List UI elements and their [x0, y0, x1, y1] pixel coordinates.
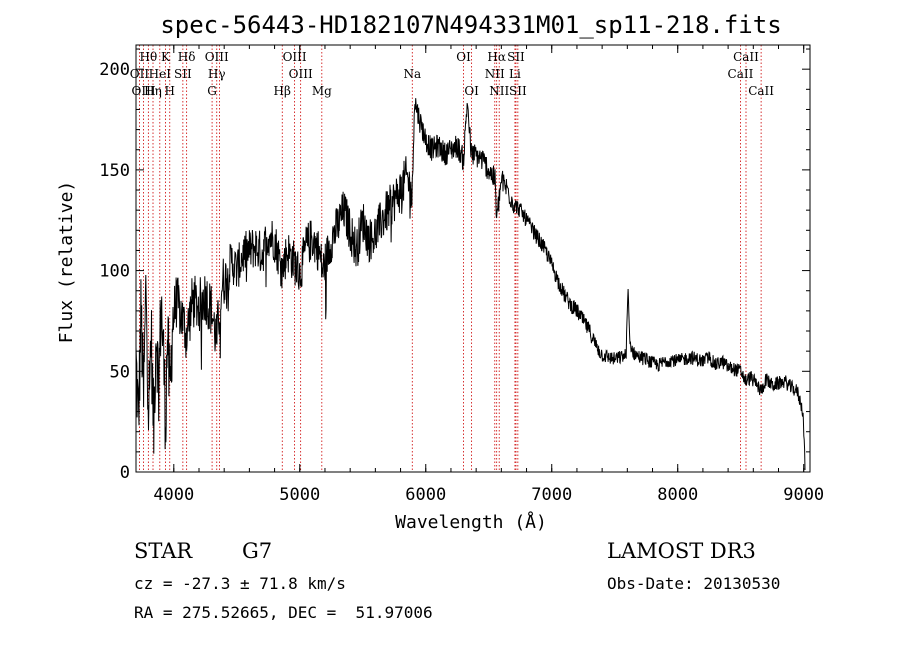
flux-series-line: [135, 98, 806, 471]
x-axis-label: Wavelength (Å): [395, 511, 547, 533]
line-label-H-delta: Hδ: [178, 50, 196, 64]
line-label-G: G: [207, 84, 217, 98]
y-tick-label: 0: [120, 463, 130, 483]
line-label-K: K: [161, 50, 171, 64]
survey-name: LAMOST DR3: [607, 539, 756, 563]
plot-frame: [135, 44, 811, 473]
sky-coordinates: RA = 275.52665, DEC = 51.97006: [134, 603, 433, 622]
line-label-OII: OII: [130, 67, 150, 81]
line-label-SII-6716: SII: [507, 50, 525, 64]
y-axis-ticks: 0 50 100 150 200: [99, 48, 810, 483]
redshift-velocity: cz = -27.3 ± 71.8 km/s: [134, 574, 346, 593]
line-label-CaII-8498: CaII: [728, 67, 754, 81]
line-label-NII-6583: NII: [489, 84, 509, 98]
observation-date: Obs-Date: 20130530: [607, 574, 781, 593]
x-tick-label: 4000: [153, 485, 194, 505]
line-label-Mg: Mg: [312, 84, 332, 98]
x-tick-label: 9000: [783, 485, 824, 505]
line-label-Na: Na: [403, 67, 421, 81]
line-label-H-gamma: Hγ: [208, 67, 226, 81]
line-label-H-theta: Hθ: [139, 50, 157, 64]
object-type: STAR: [134, 539, 193, 563]
x-tick-label: 5000: [279, 485, 320, 505]
x-tick-label: 7000: [531, 485, 572, 505]
line-label-OIII-5007: OIII: [289, 67, 313, 81]
line-label-SII: SII: [174, 67, 192, 81]
spectral-subclass: G7: [242, 539, 273, 563]
line-label-H-beta: Hβ: [274, 84, 291, 98]
line-label-NII-6548: NII: [485, 67, 505, 81]
chart-title: spec-56443-HD182107N494331M01_sp11-218.f…: [160, 11, 781, 39]
line-label-H-alpha: Hα: [487, 50, 506, 64]
line-label-OI-6364: OI: [464, 84, 479, 98]
line-label-CaII-8662: CaII: [748, 84, 774, 98]
spectral-line-labels: OIIHθOIIIHηHeIKHSIIHδGOIIIHγHβOIIIOIIIMg…: [130, 50, 775, 98]
line-label-CaII-8542: CaII: [733, 50, 759, 64]
line-label-OI-6300: OI: [456, 50, 471, 64]
y-tick-label: 150: [99, 161, 130, 181]
line-label-H: H: [165, 84, 175, 98]
y-tick-label: 200: [99, 60, 130, 80]
line-label-HeI: HeI: [149, 67, 172, 81]
line-label-OIII: OIII: [132, 84, 156, 98]
y-tick-label: 100: [99, 262, 130, 282]
line-label-SII-6731: SII: [509, 84, 527, 98]
x-tick-label: 6000: [405, 485, 446, 505]
line-label-H-gamma: OIII: [205, 50, 229, 64]
y-axis-label: Flux (relative): [56, 181, 77, 344]
x-axis-ticks: 4000 5000 6000 7000 8000 9000: [153, 45, 824, 505]
x-tick-label: 8000: [657, 485, 698, 505]
line-label-Li: Li: [509, 67, 521, 81]
line-label-H-eta: Hη: [144, 84, 162, 98]
y-tick-label: 50: [110, 362, 130, 382]
line-label-OIII-4959: OIII: [283, 50, 307, 64]
